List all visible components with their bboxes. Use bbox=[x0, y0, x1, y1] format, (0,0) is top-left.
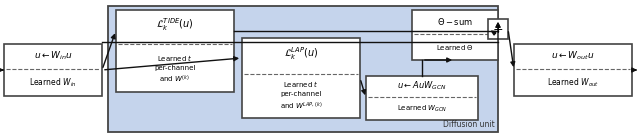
Text: $u \leftarrow AuW_{GCN}$: $u \leftarrow AuW_{GCN}$ bbox=[397, 79, 447, 92]
Text: +: + bbox=[493, 23, 503, 36]
Text: $u \leftarrow W_{out} u$: $u \leftarrow W_{out} u$ bbox=[551, 49, 595, 62]
Text: Learned $W_{out}$: Learned $W_{out}$ bbox=[547, 76, 599, 89]
Text: Learned $t$
per-channel
and $W^{(k)}$: Learned $t$ per-channel and $W^{(k)}$ bbox=[154, 53, 196, 85]
Text: Learned $t$
per-channel
and $W^{LAP,(k)}$: Learned $t$ per-channel and $W^{LAP,(k)}… bbox=[280, 79, 323, 112]
Bar bbox=[514, 44, 632, 96]
Bar bbox=[412, 10, 498, 60]
Bar bbox=[4, 44, 102, 96]
Bar bbox=[366, 76, 478, 120]
Bar bbox=[116, 10, 234, 92]
Text: Learned $\Theta$: Learned $\Theta$ bbox=[436, 43, 474, 52]
Text: $\mathcal{L}_k^{TIDE}(u)$: $\mathcal{L}_k^{TIDE}(u)$ bbox=[156, 16, 194, 33]
Text: Learned $W_{GCN}$: Learned $W_{GCN}$ bbox=[397, 103, 447, 114]
Bar bbox=[108, 6, 498, 132]
Text: $\Theta - \mathrm{sum}$: $\Theta - \mathrm{sum}$ bbox=[437, 16, 473, 26]
Bar bbox=[488, 19, 508, 39]
Text: $u \leftarrow W_{in} u$: $u \leftarrow W_{in} u$ bbox=[33, 49, 72, 62]
Text: Diffusion unit: Diffusion unit bbox=[444, 120, 495, 129]
Text: Learned $W_{in}$: Learned $W_{in}$ bbox=[29, 76, 77, 89]
Bar bbox=[242, 38, 360, 118]
Text: $\mathcal{L}_k^{LAP}(u)$: $\mathcal{L}_k^{LAP}(u)$ bbox=[284, 46, 318, 62]
